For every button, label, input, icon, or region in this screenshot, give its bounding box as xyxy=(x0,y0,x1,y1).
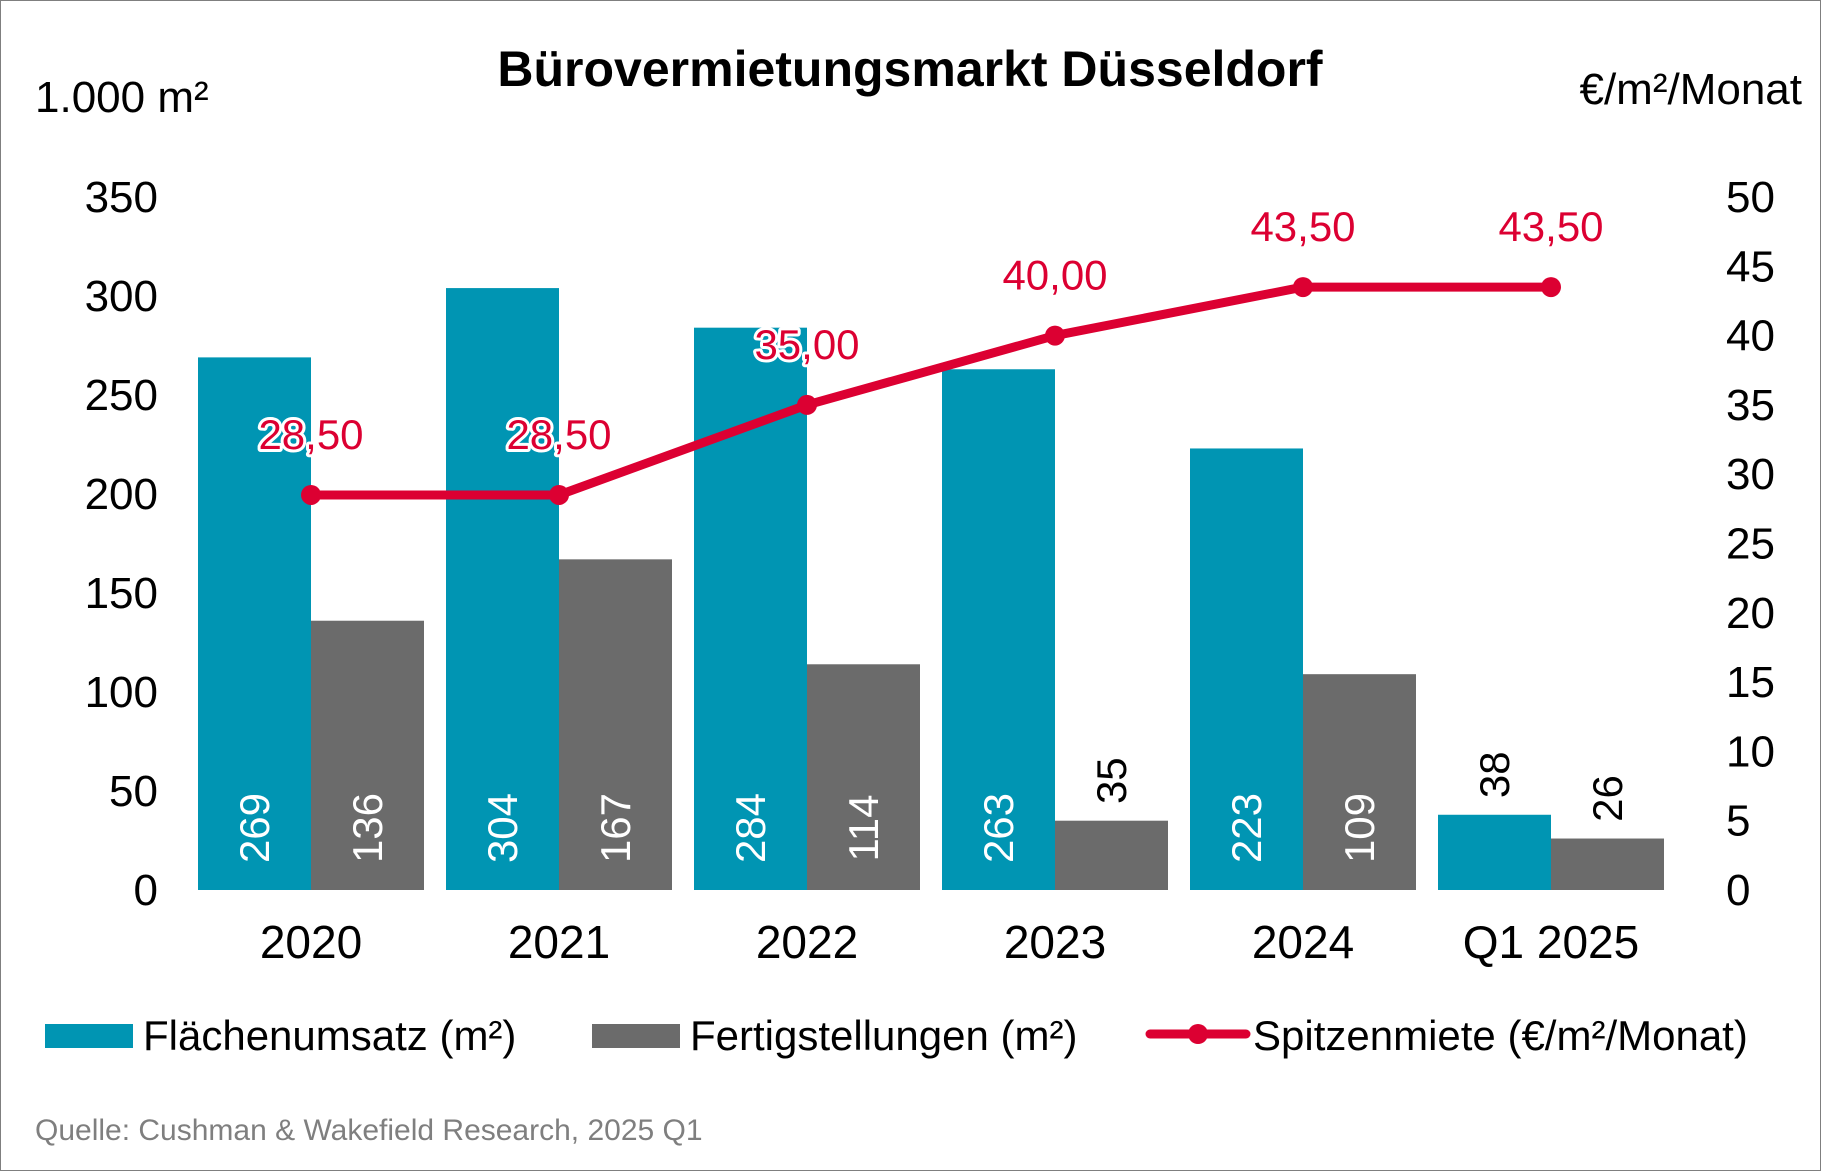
category-label: 2021 xyxy=(508,916,610,968)
bar-value-label: 114 xyxy=(840,795,887,862)
bar-value-label: 223 xyxy=(1223,793,1270,863)
legend: Flächenumsatz (m²) Fertigstellungen (m²)… xyxy=(45,1012,1748,1059)
category-label: 2022 xyxy=(756,916,858,968)
rent-marker xyxy=(797,394,817,415)
rent-value-label: 28,50 xyxy=(506,411,611,458)
left-tick-label: 50 xyxy=(109,767,158,816)
rent-marker xyxy=(1293,277,1313,298)
bar-value-label: 167 xyxy=(592,793,639,863)
left-axis: 0 50 100 150 200 250 300 350 xyxy=(85,173,158,915)
right-tick-label: 25 xyxy=(1726,520,1775,569)
bar-fertigstellungen xyxy=(1303,674,1416,890)
legend-label-flaechenumsatz: Flächenumsatz (m²) xyxy=(143,1012,516,1059)
right-axis: 0 5 10 15 20 25 30 35 40 45 50 xyxy=(1726,173,1775,915)
rent-marker xyxy=(301,484,321,505)
right-tick-label: 30 xyxy=(1726,450,1775,499)
bar-fertigstellungen xyxy=(1055,820,1168,890)
bar-fertigstellungen xyxy=(1551,838,1664,890)
left-tick-label: 200 xyxy=(85,470,158,519)
legend-marker-spitzenmiete xyxy=(1188,1024,1208,1044)
rent-value-label: 43,50 xyxy=(1498,203,1603,250)
bar-value-label: 304 xyxy=(479,793,526,863)
rent-value-label: 35,00 xyxy=(754,321,859,368)
left-axis-unit: 1.000 m² xyxy=(35,73,209,122)
bar-value-label: 109 xyxy=(1336,793,1383,863)
bar-value-label: 284 xyxy=(727,793,774,863)
legend-swatch-flaechenumsatz xyxy=(45,1024,133,1048)
line-series: 28,50 28,50 35,00 40,00 43,50 43,50 xyxy=(255,200,1607,505)
left-tick-label: 300 xyxy=(85,272,158,321)
category-label: Q1 2025 xyxy=(1463,916,1639,968)
rent-value-label: 40,00 xyxy=(1002,252,1107,299)
right-tick-label: 10 xyxy=(1726,727,1775,776)
rent-value-label: 43,50 xyxy=(1250,203,1355,250)
right-tick-label: 0 xyxy=(1726,866,1750,915)
rent-value-label: 28,50 xyxy=(258,411,363,458)
bar-fertigstellungen xyxy=(559,559,672,890)
rent-marker xyxy=(1541,277,1561,298)
bar-flaechenumsatz xyxy=(1190,448,1303,890)
right-tick-label: 50 xyxy=(1726,173,1775,222)
bar-value-label: 136 xyxy=(344,793,391,863)
left-tick-label: 150 xyxy=(85,569,158,618)
source-note: Quelle: Cushman & Wakefield Research, 20… xyxy=(35,1114,703,1147)
bar-value-label: 263 xyxy=(975,793,1022,863)
category-axis: 2020 2021 2022 2023 2024 Q1 2025 xyxy=(260,916,1639,968)
right-tick-label: 40 xyxy=(1726,312,1775,361)
rent-marker xyxy=(549,484,569,505)
right-tick-label: 15 xyxy=(1726,658,1775,707)
bar-fertigstellungen xyxy=(807,664,920,890)
bar-value-label: 38 xyxy=(1471,751,1518,798)
left-tick-label: 250 xyxy=(85,371,158,420)
category-label: 2023 xyxy=(1004,916,1106,968)
right-tick-label: 20 xyxy=(1726,589,1775,638)
left-tick-label: 100 xyxy=(85,668,158,717)
right-tick-label: 35 xyxy=(1726,381,1775,430)
bar-series: 269 136 304 167 284 114 263 35 223 109 38 26 xyxy=(198,288,1664,891)
bar-value-label: 35 xyxy=(1088,757,1135,804)
bar-value-label: 269 xyxy=(231,793,278,863)
rent-marker xyxy=(1045,325,1065,346)
bar-value-label: 26 xyxy=(1584,775,1631,822)
right-tick-label: 5 xyxy=(1726,797,1750,846)
bar-fertigstellungen xyxy=(311,620,424,890)
bar-flaechenumsatz xyxy=(198,357,311,890)
right-tick-label: 45 xyxy=(1726,242,1775,291)
bar-flaechenumsatz xyxy=(942,369,1055,890)
left-tick-label: 350 xyxy=(85,173,158,222)
category-label: 2024 xyxy=(1252,916,1354,968)
chart-title: Bürovermietungsmarkt Düsseldorf xyxy=(497,41,1323,97)
bar-flaechenumsatz xyxy=(1438,814,1551,890)
rent-line xyxy=(306,282,1556,500)
left-tick-label: 0 xyxy=(134,866,158,915)
legend-label-spitzenmiete: Spitzenmiete (€/m²/Monat) xyxy=(1253,1012,1748,1059)
legend-swatch-fertigstellungen xyxy=(592,1024,680,1048)
legend-label-fertigstellungen: Fertigstellungen (m²) xyxy=(690,1012,1077,1059)
bar-flaechenumsatz xyxy=(446,288,559,891)
right-axis-unit: €/m²/Monat xyxy=(1579,65,1802,114)
category-label: 2020 xyxy=(260,916,362,968)
